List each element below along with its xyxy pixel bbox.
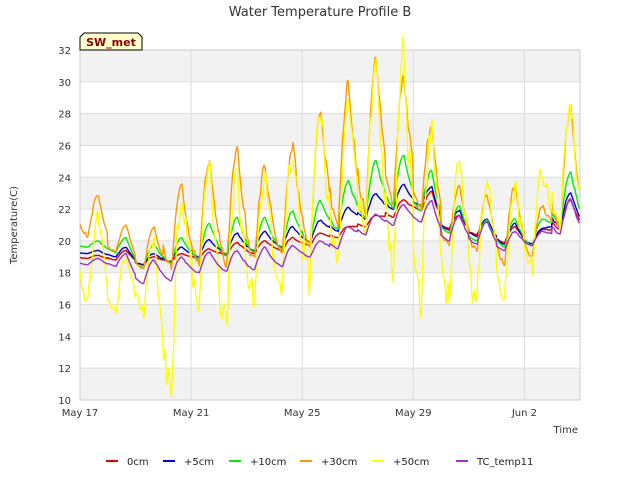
y-tick-label: 12	[58, 364, 71, 375]
plot-band	[80, 368, 580, 400]
series-line-30cm	[79, 56, 581, 271]
legend-label: +5cm	[184, 457, 214, 468]
legend-label: +30cm	[321, 457, 357, 468]
legend-label: +50cm	[393, 457, 429, 468]
legend-item: +5cm	[163, 457, 214, 468]
legend-item: 0cm	[106, 457, 149, 468]
badge-shape	[79, 32, 143, 51]
y-tick-label: 16	[58, 301, 71, 312]
chart-title: Water Temperature Profile B	[229, 5, 412, 20]
plot-band	[80, 113, 580, 146]
y-tick-label: 30	[58, 78, 71, 89]
y-tick-label: 28	[58, 110, 71, 121]
legend: 0cm +5cm +10cm +30cm +50cm TC_temp11	[106, 457, 533, 468]
series-line-5cm	[79, 183, 581, 266]
legend-label: 0cm	[127, 457, 149, 468]
y-tick-label: 18	[58, 269, 71, 280]
legend-item: +10cm	[229, 457, 286, 468]
x-tick-label: May 17	[62, 408, 99, 419]
legend-label: +10cm	[250, 457, 286, 468]
y-axis-label: Temperature(C)	[9, 186, 20, 265]
y-tick-label: 10	[58, 396, 71, 407]
badge-label: SW_met	[86, 36, 136, 49]
series-line-tc-temp11	[79, 198, 581, 285]
y-tick-label: 24	[58, 173, 71, 184]
x-tick-label: May 21	[173, 408, 210, 419]
x-tick-label: Jun 2	[511, 408, 537, 419]
y-tick-label: 26	[58, 141, 71, 152]
x-axis-label: Time	[553, 425, 578, 436]
y-tick-label: 14	[58, 332, 71, 343]
series-lines	[79, 36, 581, 398]
plot-background-bands	[80, 50, 580, 400]
y-tick-labels: 10 12 14 16 18 20 22 24 26 28 30 32	[58, 46, 71, 407]
legend-label: TC_temp11	[476, 457, 533, 468]
x-tick-labels: May 17 May 21 May 25 May 29 Jun 2	[62, 408, 537, 419]
y-tick-label: 32	[58, 46, 71, 57]
plot-band	[80, 304, 580, 337]
y-tick-label: 22	[58, 205, 71, 216]
gridlines	[79, 49, 580, 401]
legend-item: TC_temp11	[456, 457, 533, 468]
legend-item: +30cm	[300, 457, 357, 468]
legend-item: +50cm	[372, 457, 429, 468]
plot-band	[80, 50, 580, 82]
plot-frame	[79, 49, 581, 401]
x-tick-label: May 29	[395, 408, 432, 419]
station-badge: SW_met	[79, 32, 143, 51]
x-tick-label: May 25	[284, 408, 321, 419]
series-line-50cm	[79, 36, 580, 398]
y-tick-label: 20	[58, 237, 71, 248]
